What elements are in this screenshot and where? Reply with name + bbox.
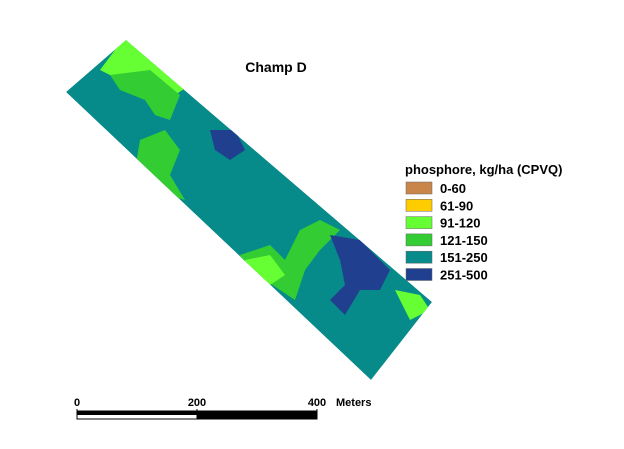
legend-swatch bbox=[405, 250, 433, 264]
legend-swatch bbox=[405, 233, 433, 247]
scale-unit: Meters bbox=[336, 397, 371, 409]
scale-bar-segment bbox=[197, 415, 317, 419]
legend-label: 251-500 bbox=[440, 268, 488, 283]
legend-label: 151-250 bbox=[440, 250, 488, 265]
map-title: Champ D bbox=[245, 59, 306, 75]
legend: 0-60 61-90 91-120 121-150 151-250 251-500 bbox=[405, 181, 488, 283]
scale-bar: 0 200 400 Meters bbox=[74, 397, 371, 420]
field-map bbox=[66, 40, 432, 380]
scale-tick-label: 0 bbox=[74, 397, 80, 409]
legend-label: 61-90 bbox=[440, 198, 473, 213]
legend-title: phosphore, kg/ha (CPVQ) bbox=[405, 162, 562, 177]
legend-label: 121-150 bbox=[440, 233, 488, 248]
legend-swatch bbox=[405, 199, 433, 212]
legend-swatch bbox=[405, 181, 433, 195]
legend-swatch bbox=[405, 268, 433, 281]
scale-tick-label: 200 bbox=[188, 397, 206, 409]
legend-label: 91-120 bbox=[440, 216, 480, 231]
legend-label: 0-60 bbox=[440, 181, 466, 196]
legend-swatch bbox=[405, 216, 433, 229]
scale-tick-label: 400 bbox=[308, 397, 326, 409]
